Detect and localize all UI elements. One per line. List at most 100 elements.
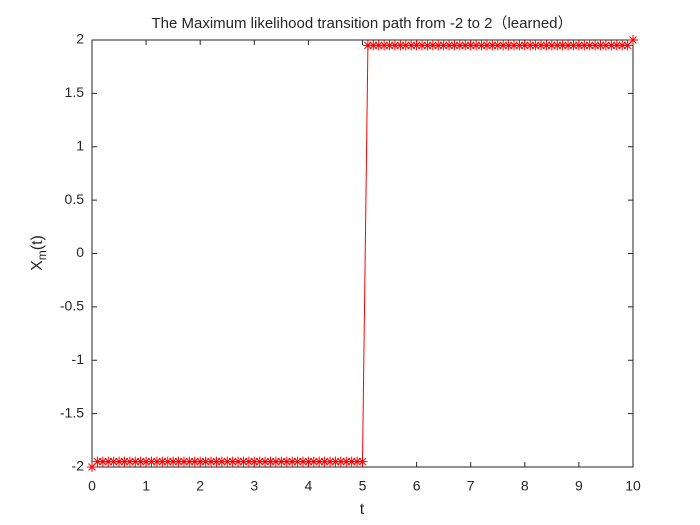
data-marker (276, 456, 287, 467)
data-marker (103, 456, 114, 467)
data-marker (530, 40, 541, 51)
data-marker (227, 456, 238, 467)
data-marker (238, 456, 249, 467)
data-marker (465, 40, 476, 51)
data-marker (628, 35, 638, 45)
data-marker (368, 40, 379, 51)
data-marker (314, 456, 325, 467)
data-marker (195, 456, 206, 467)
y-tick-label: 2 (76, 31, 84, 47)
data-marker (546, 40, 557, 51)
y-tick-label: -2 (72, 458, 85, 474)
y-label-rest: (t) (29, 235, 46, 250)
x-tick-label: 7 (467, 478, 475, 494)
data-marker (335, 456, 346, 467)
data-marker (563, 40, 574, 51)
data-marker (557, 40, 568, 51)
data-marker (487, 40, 498, 51)
data-marker (330, 456, 341, 467)
data-marker (389, 40, 400, 51)
data-marker (319, 456, 330, 467)
data-marker (357, 456, 368, 467)
y-label-base: X (29, 260, 46, 271)
data-marker (584, 40, 595, 51)
data-marker (97, 456, 108, 467)
data-marker (146, 456, 157, 467)
data-marker (119, 456, 130, 467)
x-tick-label: 1 (142, 478, 150, 494)
data-marker (617, 40, 628, 51)
data-marker (611, 40, 622, 51)
data-marker (189, 456, 200, 467)
data-marker (373, 40, 384, 51)
y-label-sub: m (35, 250, 49, 260)
data-marker (590, 40, 601, 51)
data-marker (108, 456, 119, 467)
data-marker (206, 456, 217, 467)
data-marker (395, 40, 406, 51)
data-marker (606, 40, 617, 51)
data-marker (541, 40, 552, 51)
data-marker (352, 456, 363, 467)
data-marker (211, 456, 222, 467)
data-marker (243, 456, 254, 467)
data-marker (573, 40, 584, 51)
data-marker (346, 456, 357, 467)
data-marker (216, 456, 227, 467)
x-tick-label: 0 (88, 478, 96, 494)
data-marker (233, 456, 244, 467)
data-marker (460, 40, 471, 51)
data-marker (476, 40, 487, 51)
data-marker (341, 456, 352, 467)
data-marker (600, 40, 611, 51)
data-marker (254, 456, 265, 467)
y-tick-label: -1 (72, 351, 85, 367)
data-marker (114, 456, 125, 467)
data-marker (92, 456, 103, 467)
data-marker (514, 40, 525, 51)
data-marker (178, 456, 189, 467)
data-marker (265, 456, 276, 467)
data-marker (173, 456, 184, 467)
x-tick-label: 9 (575, 478, 583, 494)
data-marker (325, 456, 336, 467)
data-marker (281, 456, 292, 467)
data-marker (622, 40, 633, 51)
data-marker (417, 40, 428, 51)
y-tick-label: -1.5 (60, 404, 84, 420)
y-tick-label: 0.5 (65, 191, 85, 207)
data-marker (292, 456, 303, 467)
data-marker (168, 456, 179, 467)
data-marker (481, 40, 492, 51)
data-marker (433, 40, 444, 51)
data-marker (536, 40, 547, 51)
x-tick-label: 6 (413, 478, 421, 494)
y-axis-label: Xm(t) (29, 235, 49, 271)
data-marker (454, 40, 465, 51)
data-marker (135, 456, 146, 467)
data-marker (411, 40, 422, 51)
data-marker (384, 40, 395, 51)
data-marker (379, 40, 390, 51)
data-marker (222, 456, 233, 467)
data-marker (130, 456, 141, 467)
data-marker (503, 40, 514, 51)
chart-title: The Maximum likelihood transition path f… (151, 15, 572, 32)
y-tick-label: 1 (76, 137, 84, 153)
data-marker (297, 456, 308, 467)
data-marker (260, 456, 271, 467)
data-marker (471, 40, 482, 51)
data-marker (151, 456, 162, 467)
data-marker (362, 40, 373, 51)
data-marker (449, 40, 460, 51)
data-marker (422, 40, 433, 51)
data-marker (124, 456, 135, 467)
data-marker (200, 456, 211, 467)
data-marker (525, 40, 536, 51)
data-marker (249, 456, 260, 467)
data-marker (552, 40, 563, 51)
data-marker (519, 40, 530, 51)
x-tick-label: 4 (305, 478, 313, 494)
